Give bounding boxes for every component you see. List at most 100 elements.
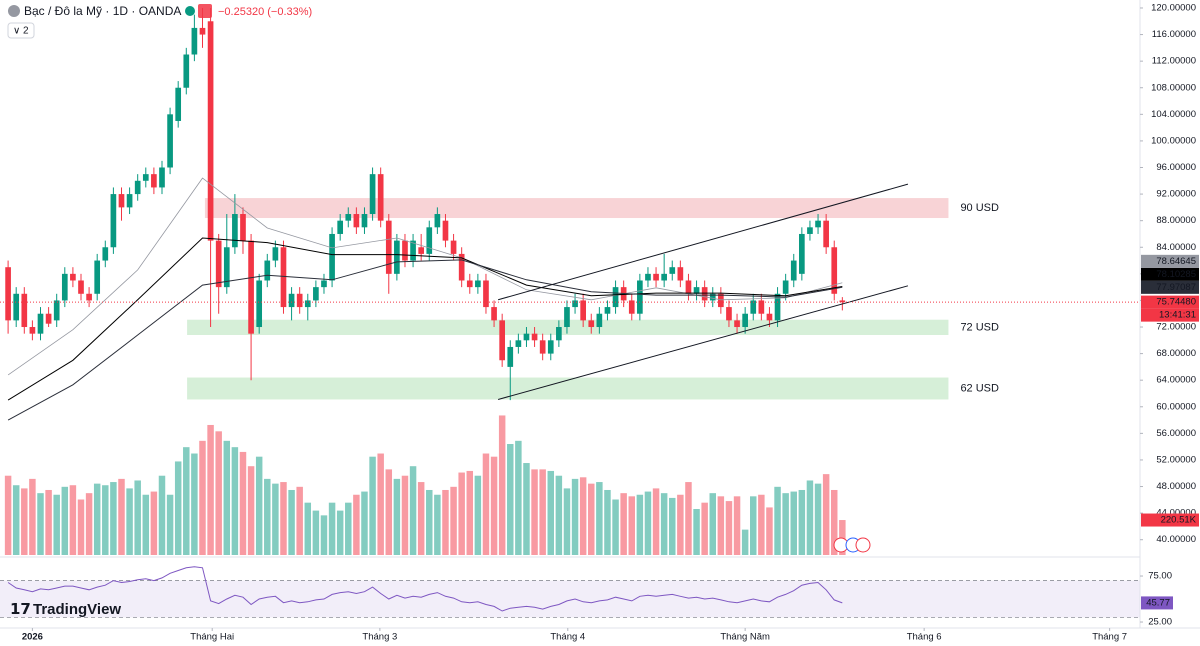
volume-bar xyxy=(377,453,384,555)
y-tick-label: 92.00000 xyxy=(1156,189,1196,200)
y-tick-label: 100.00000 xyxy=(1151,135,1196,146)
candle-body xyxy=(604,307,611,314)
candle-body xyxy=(329,233,335,281)
volume-bar xyxy=(814,483,822,555)
y-tick-label: 84.00000 xyxy=(1156,242,1196,253)
candle-body xyxy=(61,273,68,301)
volume-bar xyxy=(596,482,603,555)
candle-body xyxy=(799,233,805,274)
volume-bar xyxy=(725,501,733,555)
volume-bar xyxy=(798,489,806,555)
zones: 90 USD 72 USD 62 USD xyxy=(187,198,999,400)
volume-bar xyxy=(207,424,214,555)
symbol-title: Bạc / Đô la Mỹ · 1D · OANDA xyxy=(24,4,181,18)
indicator-count: 2 xyxy=(23,26,29,37)
y-tick-label: 112.00000 xyxy=(1152,56,1196,67)
logo-mark: 𝟭𝟳 xyxy=(10,601,31,618)
candle-body xyxy=(288,293,295,308)
volume-bar xyxy=(450,486,457,555)
rsi-line xyxy=(7,566,843,612)
symbol-icon xyxy=(8,5,20,17)
status-dot xyxy=(185,6,195,16)
x-tick-label: Tháng 4 xyxy=(550,632,585,643)
volume-bar xyxy=(320,515,328,555)
axes: 120.00000 116.00000 112.00000 108.00000 104.… xyxy=(22,2,1199,643)
indicator-toggle[interactable] xyxy=(7,22,35,39)
volume-bar xyxy=(644,491,652,555)
y-tick-label: 60.00000 xyxy=(1156,401,1196,412)
candle-body xyxy=(815,220,821,228)
volume-bar xyxy=(312,510,320,555)
price-zone xyxy=(187,377,949,400)
volume-bar xyxy=(466,470,474,555)
moving-average xyxy=(7,259,843,421)
candle-body xyxy=(248,240,254,334)
y-tick-label: 52.00000 xyxy=(1156,454,1196,465)
candle-body xyxy=(215,240,222,288)
candle-body xyxy=(531,333,538,341)
zone-label: 72 USD xyxy=(960,321,999,333)
volume-bar xyxy=(741,529,749,555)
volume-bar xyxy=(21,488,28,555)
volume-bar xyxy=(693,509,700,555)
x-tick-label: Tháng Hai xyxy=(190,632,234,643)
candle-body xyxy=(232,214,238,248)
moving-average xyxy=(7,237,843,401)
volume-bar xyxy=(183,447,190,555)
volume-bar xyxy=(150,491,158,555)
candle-body xyxy=(669,267,676,274)
volume-bar xyxy=(790,491,797,555)
candle-body xyxy=(256,280,263,328)
candle-body xyxy=(547,340,554,354)
volume-bar xyxy=(839,520,846,555)
ma-label: 78.64645 xyxy=(1156,256,1196,267)
y-tick-label: 68.00000 xyxy=(1156,348,1196,359)
volume-bar xyxy=(215,431,222,555)
volume-bar xyxy=(701,502,708,555)
bar-countdown: 13:41:31 xyxy=(1159,310,1196,321)
volume-bar xyxy=(531,469,538,555)
candle-body xyxy=(70,273,76,281)
candle-body xyxy=(774,293,781,321)
volume-bar xyxy=(750,496,757,555)
candle-body xyxy=(94,260,101,294)
volume-label-box xyxy=(1141,513,1199,527)
candle-body xyxy=(199,27,206,35)
volume-bar xyxy=(385,469,393,555)
candle-body xyxy=(86,293,92,301)
volume-bar xyxy=(118,478,125,555)
candle-body xyxy=(296,293,303,308)
sell-icon[interactable] xyxy=(198,4,212,18)
candle-body xyxy=(491,307,497,321)
last-price-label: 75.74480 xyxy=(1156,297,1196,308)
event-icon[interactable] xyxy=(855,537,871,553)
volume-bar xyxy=(579,477,587,555)
candle-body xyxy=(240,214,246,241)
y-tick-label: 44.00000 xyxy=(1156,508,1196,519)
candle-body xyxy=(361,214,368,228)
volume-bar xyxy=(296,486,303,555)
volume-bar xyxy=(563,488,571,555)
volume-bar xyxy=(336,510,344,555)
rsi-label: 45.77 xyxy=(1146,597,1170,608)
candle-body xyxy=(677,267,684,281)
volume-bar xyxy=(442,489,449,555)
y-tick-label: 56.00000 xyxy=(1156,428,1196,439)
candle-body xyxy=(653,273,659,281)
volume-bar xyxy=(280,482,287,555)
rsi-pane xyxy=(0,566,1140,618)
candle-body xyxy=(466,280,473,288)
price-zone xyxy=(187,319,949,335)
volume-bar xyxy=(288,489,295,555)
x-tick-label: Tháng 6 xyxy=(907,632,942,643)
candle-body xyxy=(394,240,400,274)
candle-body xyxy=(693,287,700,294)
candle-body xyxy=(110,194,117,248)
candle-body xyxy=(5,267,11,321)
candle-body xyxy=(102,247,109,261)
candle-body xyxy=(353,214,360,228)
candle-body xyxy=(118,194,125,208)
candle-body xyxy=(831,247,838,294)
